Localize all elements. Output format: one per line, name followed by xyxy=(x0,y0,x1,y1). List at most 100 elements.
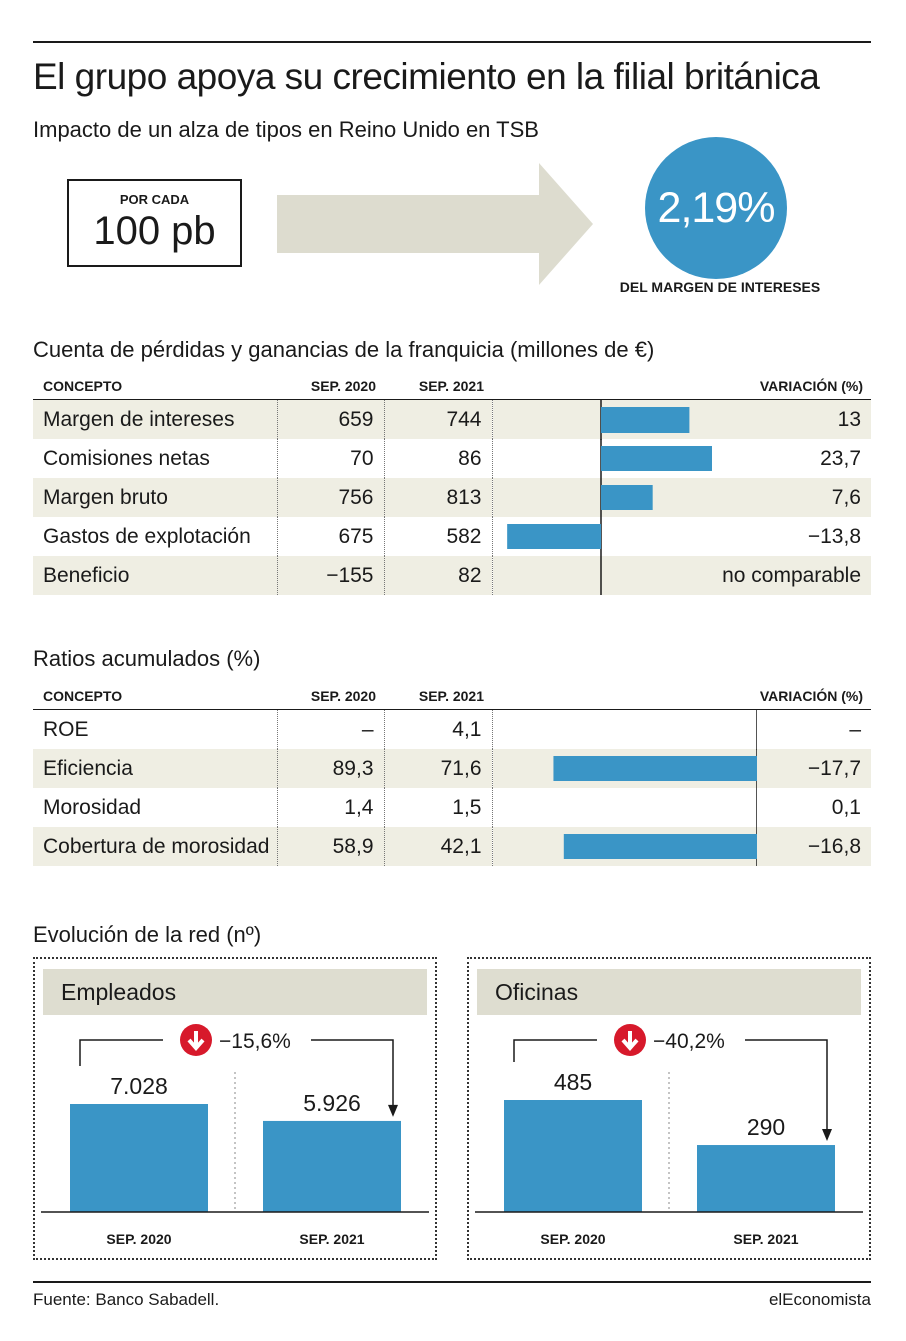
pl-table: CONCEPTO SEP. 2020 SEP. 2021 VARIACIÓN (… xyxy=(33,373,871,595)
row-label: Comisiones netas xyxy=(43,446,210,470)
table-row: Gastos de explotación 675 582 −13,8 xyxy=(33,517,871,556)
col-header-sep2020: SEP. 2020 xyxy=(277,373,384,400)
row-label: Cobertura de morosidad xyxy=(33,827,277,866)
col-header-concept: CONCEPTO xyxy=(33,373,277,400)
footer-rule xyxy=(33,1281,871,1283)
cell-variation: −13,8 xyxy=(807,524,861,548)
network-bar xyxy=(70,1104,208,1212)
cell-sep2020: 659 xyxy=(276,399,384,439)
cell-variation: 13 xyxy=(711,399,871,439)
panel-title: Oficinas xyxy=(477,969,861,1015)
table-row: Comisiones netas 70 86 23,7 xyxy=(33,439,871,478)
cell-variation: −16,8 xyxy=(756,827,871,866)
cell-variation: −17,7 xyxy=(756,749,871,788)
network-title: Evolución de la red (nº) xyxy=(33,922,262,947)
table-row: Eficiencia 89,3 71,6 −17,7 xyxy=(33,749,871,788)
network-bar xyxy=(697,1145,835,1212)
impact-circle-label: DEL MARGEN DE INTERESES xyxy=(619,279,821,295)
ratios-table: CONCEPTO SEP. 2020 SEP. 2021 VARIACIÓN (… xyxy=(33,683,871,866)
bar-cell xyxy=(491,749,757,788)
table-row: Margen de intereses 659 744 13 xyxy=(33,399,871,440)
variation-bar xyxy=(552,756,757,781)
table-row: Beneficio −155 82 no comparable xyxy=(33,556,871,595)
connector-line xyxy=(745,1039,828,1138)
brand-logo: elEconomista xyxy=(768,1290,871,1309)
row-label: Beneficio xyxy=(33,556,277,595)
source-note: Fuente: Banco Sabadell. xyxy=(33,1290,220,1309)
variation-bar-svg xyxy=(506,517,602,556)
bar-cell xyxy=(491,788,757,827)
cell-sep2021: 4,1 xyxy=(383,709,492,749)
cell-sep2021: 1,5 xyxy=(383,788,492,827)
variation-bar-svg xyxy=(552,749,757,788)
panel-title: Empleados xyxy=(43,969,427,1015)
cell-sep2020: 89,3 xyxy=(276,749,384,788)
down-arrow-icon xyxy=(180,1024,212,1056)
row-label: Morosidad xyxy=(43,795,142,819)
col-header-sep2021: SEP. 2021 xyxy=(384,373,492,400)
connector-line xyxy=(311,1039,394,1113)
row-label: ROE xyxy=(43,717,89,741)
cell-sep2021: 813 xyxy=(383,478,492,517)
variation-bar xyxy=(600,407,689,433)
variation-bar-svg xyxy=(599,556,602,595)
network-bar xyxy=(263,1120,401,1212)
variation-bar xyxy=(600,446,712,471)
variation-bar-svg xyxy=(599,478,653,517)
row-label: Gastos de explotación xyxy=(43,524,251,548)
cell-sep2020: 675 xyxy=(276,517,384,556)
col-header-concept: CONCEPTO xyxy=(33,683,277,710)
variation-bar-svg xyxy=(599,400,689,440)
change-label: −15,6% xyxy=(219,1030,291,1053)
row-label: Eficiencia xyxy=(33,749,277,788)
cell-sep2020: 70 xyxy=(276,439,384,478)
connector-line xyxy=(513,1039,597,1062)
cell-sep2020: – xyxy=(276,709,384,749)
table-row: Cobertura de morosidad 58,9 42,1 −16,8 xyxy=(33,827,871,866)
bar-value-label: 5.926 xyxy=(303,1090,361,1116)
row-label: Margen bruto xyxy=(33,478,277,517)
variation-bar xyxy=(563,834,757,859)
page-title: El grupo apoya su crecimiento en la fili… xyxy=(33,56,820,97)
arrowhead-icon xyxy=(822,1129,832,1142)
page-subtitle: Impacto de un alza de tipos en Reino Uni… xyxy=(33,117,539,142)
bar-value-label: 7.028 xyxy=(110,1073,168,1099)
cell-sep2021: 744 xyxy=(383,399,492,439)
bar-value-label: 485 xyxy=(554,1069,592,1095)
table-header-row: CONCEPTO SEP. 2020 SEP. 2021 VARIACIÓN (… xyxy=(33,683,871,710)
cell-sep2020: 58,9 xyxy=(276,827,384,866)
table-row: Margen bruto 756 813 7,6 xyxy=(33,478,871,517)
category-label: SEP. 2021 xyxy=(733,1231,798,1247)
cell-sep2021: 71,6 xyxy=(383,749,492,788)
connector-line xyxy=(79,1039,163,1066)
variation-bar-svg xyxy=(563,827,757,866)
table-header-row: CONCEPTO SEP. 2020 SEP. 2021 VARIACIÓN (… xyxy=(33,373,871,400)
down-arrow-icon xyxy=(614,1024,646,1056)
variation-bar xyxy=(600,485,653,510)
panel-empleados: Empleados xyxy=(33,957,437,1260)
table-row: Morosidad 1,4 1,5 0,1 xyxy=(33,788,871,827)
bar-value-label: 290 xyxy=(747,1114,785,1140)
rate-box-value: 100 pb xyxy=(93,209,216,253)
top-rule xyxy=(33,41,871,43)
cell-sep2021: 86 xyxy=(383,439,492,478)
cell-variation: no comparable xyxy=(711,556,871,595)
col-header-sep2020: SEP. 2020 xyxy=(277,683,384,710)
cell-sep2020: 756 xyxy=(276,478,384,517)
rate-box-label: POR CADA xyxy=(119,192,190,207)
rate-box: POR CADA 100 pb xyxy=(67,179,242,267)
cell-sep2021: 582 xyxy=(383,517,492,556)
panel-oficinas: Oficinas xyxy=(467,957,871,1260)
cell-variation: – xyxy=(849,717,861,741)
variation-bar-svg xyxy=(599,439,712,478)
impact-circle: 2,19% xyxy=(645,137,787,279)
arrowhead-icon xyxy=(388,1104,398,1117)
cell-variation: 7,6 xyxy=(711,478,871,517)
bar-cell xyxy=(491,517,711,556)
col-header-variation: VARIACIÓN (%) xyxy=(492,683,871,710)
table-row: ROE – 4,1 – xyxy=(33,709,871,750)
bar-cell xyxy=(491,556,711,595)
cell-sep2021: 42,1 xyxy=(383,827,492,866)
table2-title: Ratios acumulados (%) xyxy=(33,646,261,671)
change-label: −40,2% xyxy=(653,1030,725,1053)
